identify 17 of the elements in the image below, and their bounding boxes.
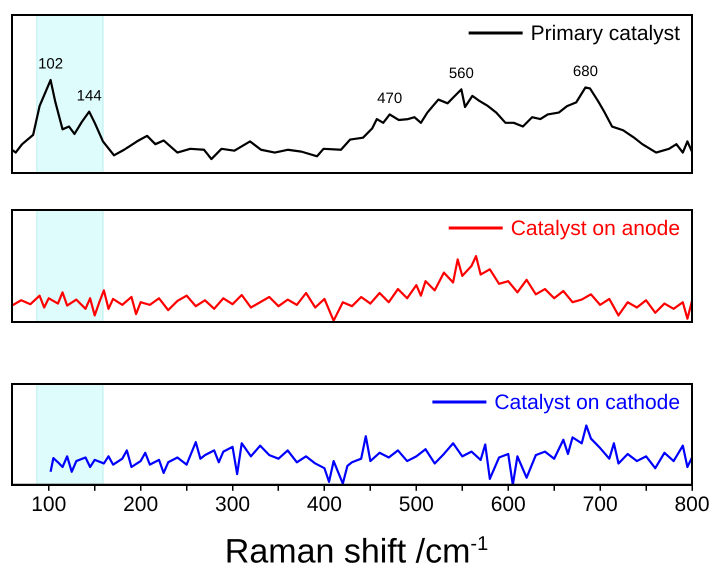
x-axis-title: Raman shift /cm$^{-1}$: [224, 531, 490, 570]
x-tick-label: 500: [398, 493, 434, 516]
legend-label: Catalyst on anode: [510, 216, 680, 240]
x-tick-label: 800: [674, 493, 710, 516]
x-tick-label: 100: [31, 493, 66, 516]
annotation: 102: [38, 56, 64, 73]
x-tick-label: 200: [123, 493, 158, 516]
x-tick-label: 700: [582, 493, 618, 516]
x-tick-label: 600: [490, 493, 526, 516]
annotation: 680: [572, 63, 598, 80]
x-tick-label: 400: [306, 493, 342, 516]
x-tick-label: 300: [215, 493, 250, 516]
legend-label: Catalyst on cathode: [494, 390, 680, 414]
annotation: 470: [377, 90, 402, 108]
legend-label: Primary catalyst: [530, 22, 680, 45]
annotation: 144: [76, 87, 102, 104]
annotation: 560: [448, 64, 474, 82]
